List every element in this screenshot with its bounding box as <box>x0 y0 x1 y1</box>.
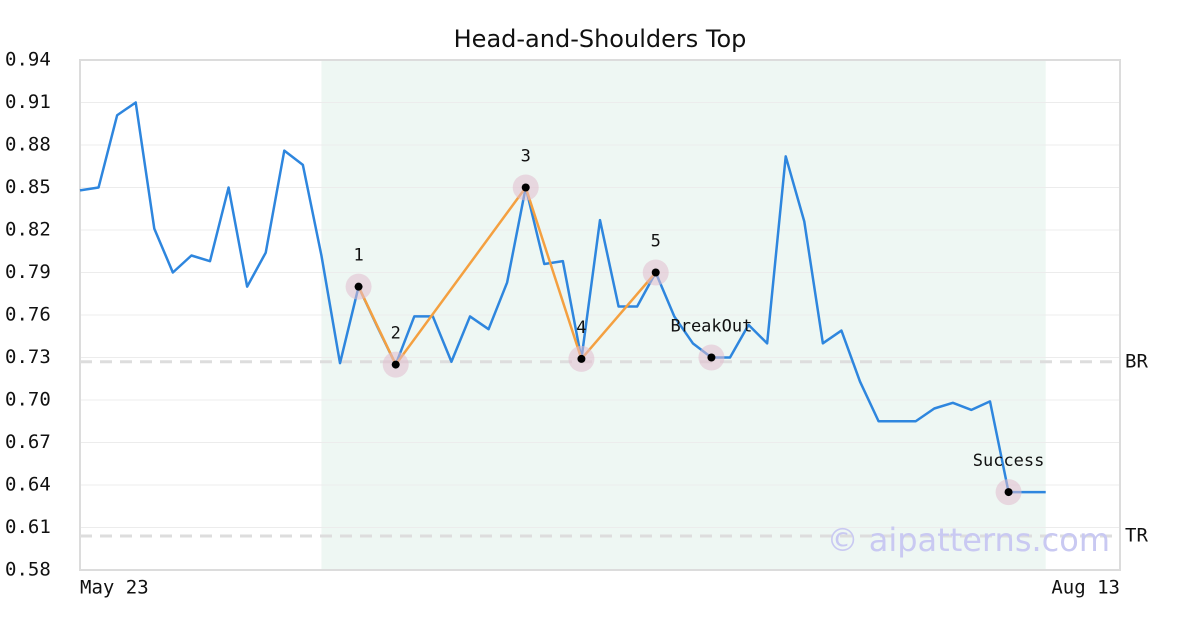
y-tick-label: 0.76 <box>5 304 51 326</box>
pattern-point <box>577 354 586 363</box>
watermark: © aipatterns.com <box>827 521 1110 559</box>
point-label: Success <box>973 451 1045 471</box>
y-tick-label: 0.64 <box>5 474 51 496</box>
pattern-point <box>1004 488 1013 497</box>
pattern-point <box>391 360 400 369</box>
y-tick-label: 0.79 <box>5 261 51 283</box>
y-tick-label: 0.61 <box>5 516 51 538</box>
y-tick-label: 0.94 <box>5 49 51 71</box>
y-tick-label: 0.88 <box>5 134 51 156</box>
point-label: BreakOut <box>670 317 752 337</box>
pattern-point <box>521 183 530 192</box>
point-label: 1 <box>353 246 363 266</box>
y-tick-label: 0.67 <box>5 431 51 453</box>
plot-frame <box>79 59 1121 571</box>
y-tick-label: 0.70 <box>5 389 51 411</box>
y-tick-label: 0.82 <box>5 219 51 241</box>
point-label: 4 <box>576 318 586 338</box>
point-label: 5 <box>651 232 661 252</box>
pattern-point <box>651 268 660 277</box>
pattern-point <box>354 282 363 291</box>
level-label: BR <box>1125 350 1148 372</box>
y-tick-label: 0.91 <box>5 91 51 113</box>
y-tick-label: 0.58 <box>5 559 51 581</box>
y-tick-label: 0.73 <box>5 346 51 368</box>
level-label: TR <box>1125 525 1148 547</box>
price-line <box>79 101 1046 494</box>
chart-title: Head-and-Shoulders Top <box>454 25 747 53</box>
x-tick-label: May 23 <box>80 577 149 599</box>
point-label: 3 <box>521 147 531 167</box>
x-tick-label: Aug 13 <box>1051 577 1120 599</box>
point-label: 2 <box>391 324 401 344</box>
y-tick-label: 0.85 <box>5 176 51 198</box>
pattern-point <box>707 353 716 362</box>
